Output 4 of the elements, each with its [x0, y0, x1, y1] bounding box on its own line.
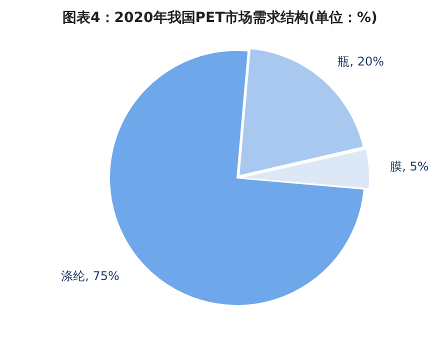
slice-label: 膜, 5%: [390, 159, 429, 174]
chart-title: 图表4：2020年我国PET市场需求结构(单位：%): [62, 8, 378, 28]
slice-label: 瓶, 20%: [338, 54, 384, 68]
slice-label: 涤纶, 75%: [61, 268, 120, 283]
